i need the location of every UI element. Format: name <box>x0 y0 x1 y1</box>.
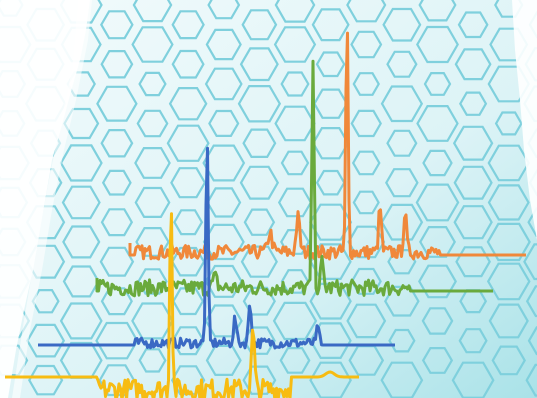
page: (() => { const NS = 'http://www.w3.org/2… <box>0 0 537 398</box>
illustration <box>0 0 537 398</box>
